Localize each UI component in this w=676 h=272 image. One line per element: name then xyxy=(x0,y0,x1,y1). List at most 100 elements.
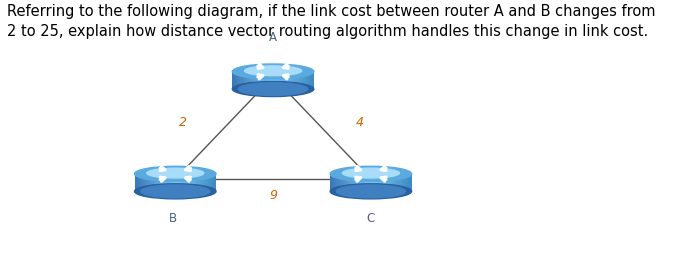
Polygon shape xyxy=(139,174,141,191)
Polygon shape xyxy=(283,72,285,89)
Polygon shape xyxy=(179,174,181,191)
Polygon shape xyxy=(299,72,301,89)
Polygon shape xyxy=(153,174,155,191)
Polygon shape xyxy=(263,72,265,89)
Polygon shape xyxy=(145,174,147,191)
Polygon shape xyxy=(261,72,263,89)
Polygon shape xyxy=(355,174,357,191)
Polygon shape xyxy=(330,174,332,191)
Polygon shape xyxy=(253,72,255,89)
Polygon shape xyxy=(255,72,257,89)
Polygon shape xyxy=(291,72,293,89)
Polygon shape xyxy=(147,174,149,191)
Polygon shape xyxy=(285,72,287,89)
Polygon shape xyxy=(353,174,355,191)
Polygon shape xyxy=(391,174,393,191)
Polygon shape xyxy=(137,174,139,191)
Polygon shape xyxy=(297,72,299,89)
Polygon shape xyxy=(369,174,371,191)
Ellipse shape xyxy=(245,66,301,76)
Polygon shape xyxy=(161,174,163,191)
Polygon shape xyxy=(210,174,212,191)
Polygon shape xyxy=(187,174,189,191)
Polygon shape xyxy=(375,174,377,191)
Polygon shape xyxy=(155,174,157,191)
Ellipse shape xyxy=(141,185,210,198)
Polygon shape xyxy=(175,174,177,191)
Polygon shape xyxy=(173,174,175,191)
Text: B: B xyxy=(168,212,176,225)
Polygon shape xyxy=(251,72,253,89)
Polygon shape xyxy=(404,174,406,191)
Polygon shape xyxy=(295,72,297,89)
Polygon shape xyxy=(214,174,216,191)
Polygon shape xyxy=(400,174,402,191)
Polygon shape xyxy=(191,174,193,191)
Polygon shape xyxy=(169,174,171,191)
Polygon shape xyxy=(237,72,239,89)
Polygon shape xyxy=(208,174,210,191)
Polygon shape xyxy=(141,174,143,191)
Polygon shape xyxy=(340,174,342,191)
Polygon shape xyxy=(235,72,237,89)
Polygon shape xyxy=(265,72,267,89)
Polygon shape xyxy=(269,72,271,89)
Ellipse shape xyxy=(330,166,412,181)
Polygon shape xyxy=(273,72,275,89)
Polygon shape xyxy=(385,174,387,191)
Polygon shape xyxy=(281,72,283,89)
Ellipse shape xyxy=(233,64,314,79)
Polygon shape xyxy=(365,174,367,191)
Polygon shape xyxy=(359,174,361,191)
Ellipse shape xyxy=(233,82,314,97)
Polygon shape xyxy=(346,174,348,191)
Polygon shape xyxy=(336,174,338,191)
Polygon shape xyxy=(395,174,397,191)
Polygon shape xyxy=(387,174,389,191)
Polygon shape xyxy=(361,174,363,191)
Ellipse shape xyxy=(330,184,412,199)
Ellipse shape xyxy=(342,168,400,178)
Polygon shape xyxy=(348,174,351,191)
Polygon shape xyxy=(277,72,279,89)
Polygon shape xyxy=(177,174,179,191)
Polygon shape xyxy=(408,174,410,191)
Polygon shape xyxy=(371,174,373,191)
Polygon shape xyxy=(306,72,308,89)
Polygon shape xyxy=(151,174,153,191)
Polygon shape xyxy=(367,174,369,191)
Polygon shape xyxy=(275,72,277,89)
Polygon shape xyxy=(301,72,304,89)
Polygon shape xyxy=(334,174,336,191)
Polygon shape xyxy=(157,174,159,191)
Polygon shape xyxy=(189,174,191,191)
Polygon shape xyxy=(342,174,344,191)
Polygon shape xyxy=(383,174,385,191)
Text: 9: 9 xyxy=(269,189,277,202)
Polygon shape xyxy=(167,174,169,191)
Ellipse shape xyxy=(135,184,216,199)
Polygon shape xyxy=(363,174,365,191)
Polygon shape xyxy=(149,174,151,191)
Polygon shape xyxy=(393,174,395,191)
Polygon shape xyxy=(267,72,269,89)
Polygon shape xyxy=(373,174,375,191)
Text: 2: 2 xyxy=(179,116,187,129)
Polygon shape xyxy=(379,174,381,191)
Polygon shape xyxy=(165,174,167,191)
Polygon shape xyxy=(193,174,195,191)
Polygon shape xyxy=(159,174,161,191)
Polygon shape xyxy=(289,72,291,89)
Polygon shape xyxy=(357,174,359,191)
Polygon shape xyxy=(287,72,289,89)
Polygon shape xyxy=(257,72,259,89)
Polygon shape xyxy=(308,72,310,89)
Polygon shape xyxy=(233,72,235,89)
Polygon shape xyxy=(197,174,199,191)
Polygon shape xyxy=(212,174,214,191)
Polygon shape xyxy=(259,72,261,89)
Polygon shape xyxy=(163,174,165,191)
Polygon shape xyxy=(195,174,197,191)
Polygon shape xyxy=(310,72,312,89)
Polygon shape xyxy=(243,72,245,89)
